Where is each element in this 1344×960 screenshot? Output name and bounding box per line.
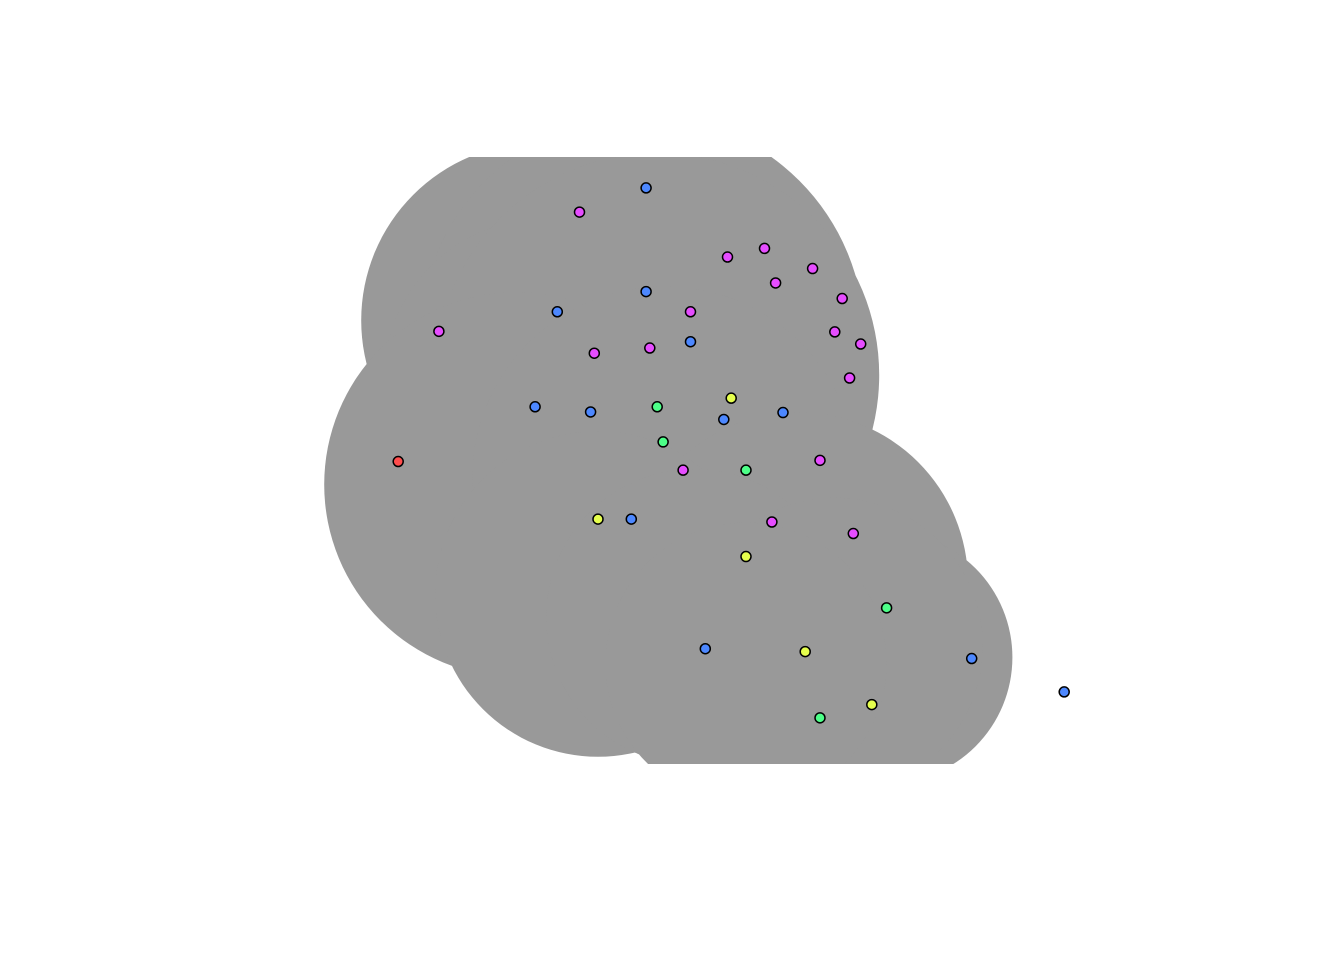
magenta-point-2 xyxy=(721,251,734,263)
magenta-point-15 xyxy=(814,454,826,467)
blue-point-6 xyxy=(584,406,597,418)
yellow-point-2 xyxy=(725,392,737,404)
magenta-point-9 xyxy=(854,338,867,350)
shaded-region xyxy=(324,157,1013,764)
region-blob-12 xyxy=(605,522,887,764)
blue-point-4 xyxy=(684,335,697,348)
magenta-point-12 xyxy=(644,342,656,354)
blue-point-12 xyxy=(1058,686,1070,698)
magenta-point-10 xyxy=(433,325,445,338)
yellow-point-5 xyxy=(866,698,878,711)
magenta-point-17 xyxy=(847,527,860,540)
yellow-point-4 xyxy=(799,645,811,658)
blue-point-11 xyxy=(965,652,978,665)
green-point-3 xyxy=(740,464,752,476)
blue-point-7 xyxy=(718,413,730,426)
blue-point-10 xyxy=(699,642,712,655)
magenta-point-5 xyxy=(769,277,782,289)
green-point-2 xyxy=(657,436,669,448)
magenta-point-1 xyxy=(573,206,586,218)
blue-point-8 xyxy=(777,406,789,419)
yellow-point-3 xyxy=(740,550,752,563)
points-layer xyxy=(392,182,1070,724)
magenta-point-16 xyxy=(766,516,778,528)
green-point-4 xyxy=(880,602,893,614)
green-point-5 xyxy=(814,712,826,724)
magenta-point-11 xyxy=(588,347,601,359)
magenta-point-3 xyxy=(758,242,771,255)
magenta-point-8 xyxy=(829,326,841,338)
magenta-point-14 xyxy=(677,464,689,476)
blue-point-3 xyxy=(551,306,564,318)
blue-point-2 xyxy=(640,285,652,298)
magenta-point-6 xyxy=(836,292,848,305)
blue-point-5 xyxy=(529,401,541,413)
magenta-point-4 xyxy=(806,262,819,275)
yellow-point-1 xyxy=(592,513,604,525)
magenta-point-7 xyxy=(684,306,697,318)
magenta-point-13 xyxy=(843,372,856,384)
blue-point-1 xyxy=(640,182,652,194)
blue-point-9 xyxy=(625,513,638,525)
red-point-1 xyxy=(392,455,404,468)
green-point-1 xyxy=(651,401,663,413)
